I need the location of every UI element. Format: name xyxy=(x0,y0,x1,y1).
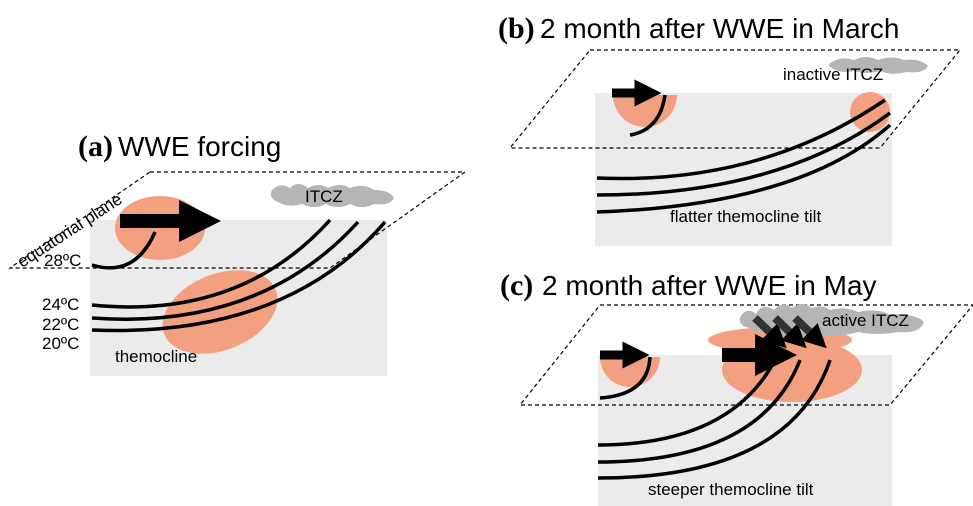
panel-c: (c) 2 month after WWE in May active ITCZ… xyxy=(500,269,973,506)
panel-label: (c) xyxy=(500,269,533,302)
panel-b: (b) 2 month after WWE in March inactive … xyxy=(498,12,960,246)
diagram: (a) WWE forcing equatorial plane ITCZ 28… xyxy=(0,0,973,506)
itcz-label: inactive ITCZ xyxy=(783,65,883,84)
isotherm-label: 22ºC xyxy=(42,315,79,334)
panel-title: 2 month after WWE in May xyxy=(542,270,877,301)
thermocline-label: themocline xyxy=(115,347,197,366)
isotherm-label: 20ºC xyxy=(42,334,79,353)
thermocline-label: steeper themocline tilt xyxy=(648,480,814,499)
itcz-label: ITCZ xyxy=(305,187,343,206)
isotherm-label: 24ºC xyxy=(42,295,79,314)
panel-a: (a) WWE forcing equatorial plane ITCZ 28… xyxy=(10,130,465,376)
panel-title: 2 month after WWE in March xyxy=(540,13,899,44)
isotherm-label: 28ºC xyxy=(44,251,81,270)
panel-label: (b) xyxy=(498,12,535,45)
itcz-label: active ITCZ xyxy=(822,311,909,330)
panel-title: WWE forcing xyxy=(118,131,281,162)
panel-label: (a) xyxy=(78,130,113,163)
thermocline-label: flatter themocline tilt xyxy=(670,207,821,226)
